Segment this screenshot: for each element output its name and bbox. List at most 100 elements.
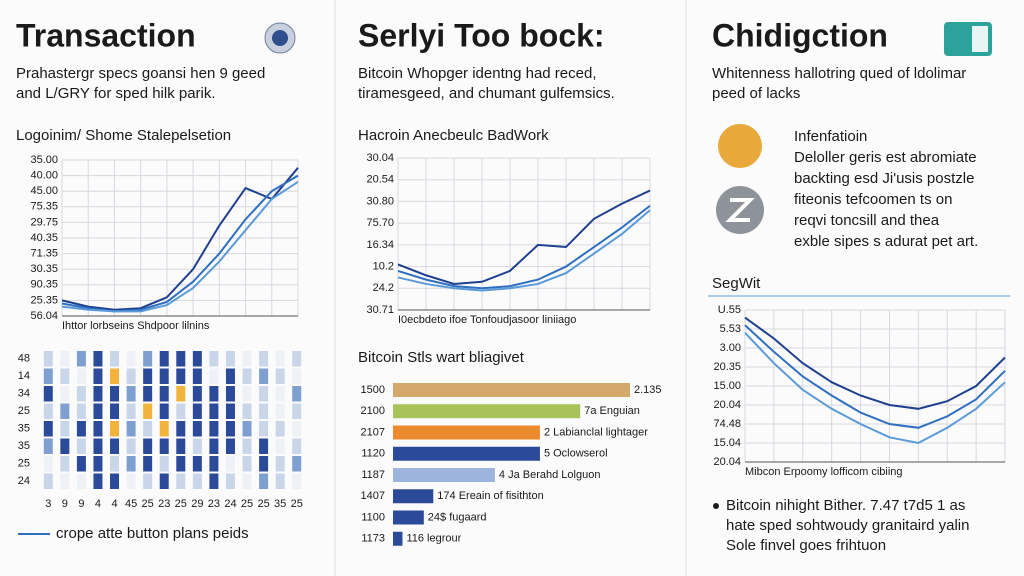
bar-label: 2.135 [634,384,662,396]
cell [176,351,186,367]
cell [275,368,285,384]
cell [292,368,302,384]
cell [126,403,136,419]
cell [259,438,269,454]
cell [143,351,153,367]
cell [176,438,186,454]
cell [275,473,285,489]
line-series [397,204,651,290]
cell [192,351,202,367]
line-series [61,167,299,311]
info-text: backting esd Ji'usis postzle [794,170,974,187]
y-tick-label: 20.54 [366,174,394,186]
column-label: 9 [78,498,84,510]
bar [393,404,581,419]
cell [209,438,219,454]
panel-text: and L/GRY for sped hilk parik. [16,85,216,102]
column-label: 25 [142,498,154,510]
x-axis-label: I0ecbdeto ifoe Tonfoudjasoor liniiago [398,314,576,326]
panel-text: Whitenness hallotring qued of ldolimar [712,65,966,82]
cell [60,403,70,419]
cell [93,351,103,367]
cell [126,386,136,402]
y-tick-label: 1407 [361,490,385,502]
y-tick-label: 40.35 [30,232,58,244]
info-title: Infenfatioin [794,128,867,145]
x-axis-label: Ihttor lorbseins Shdpoor lilnins [62,320,210,332]
row-label: 25 [18,405,30,417]
panel-text: Prahastergr specs goansi hen 9 geed [16,65,265,82]
cell [176,403,186,419]
cell [209,403,219,419]
cell [76,473,86,489]
cell [259,403,269,419]
cell [76,368,86,384]
y-tick-label: 16.34 [366,239,394,251]
bar-label: 7a Enguian [584,405,640,417]
info-text: Deloller geris est abromiate [794,149,977,166]
column-label: 9 [62,498,68,510]
cell [242,386,252,402]
cell [43,403,53,419]
y-tick-label: 1500 [361,384,385,396]
bar [393,489,434,504]
cell [242,421,252,437]
bar [393,468,495,482]
y-tick-label: 25.35 [30,294,58,306]
cell [225,403,235,419]
cell [159,403,169,419]
info-text: reqvi toncsill and thea [794,212,940,229]
column-label: 25 [257,498,269,510]
cell [110,403,120,419]
x-axis-label: Mibcon Erpoomy lofficom cibiing [745,466,903,478]
cell [176,421,186,437]
y-tick-label: U.55 [718,304,741,316]
bar-label: 116 legrour [406,533,461,545]
bar-label: 4 Ja Berahd Lolguon [499,469,601,481]
cell [110,386,120,402]
column-label: 29 [191,498,203,510]
bar [393,510,424,525]
column-label: 23 [158,498,170,510]
cell [259,456,269,472]
cell [159,368,169,384]
cell [192,403,202,419]
row-label: 48 [18,353,30,365]
chart-title: Logoinim/ Shome Stalepelsetion [16,127,231,144]
y-tick-label: 2107 [361,426,385,438]
column-label: 25 [291,498,303,510]
cell [192,456,202,472]
cell [60,438,70,454]
cell [176,368,186,384]
panel-title: Transaction [16,17,196,53]
info-text: exble sipes s adurat pet art. [794,233,978,250]
y-tick-label: 20.04 [713,399,741,411]
y-tick-label: 1120 [361,448,385,460]
y-tick-label: 71.35 [30,248,58,260]
cell [259,351,269,367]
cell [110,368,120,384]
info-text: fiteonis tefcoomen ts on [794,191,952,208]
row-label: 35 [18,440,30,452]
y-tick-label: 15.04 [713,437,741,449]
column-label: 25 [175,498,187,510]
cell [110,351,120,367]
cell [242,403,252,419]
cell [225,456,235,472]
cell [126,351,136,367]
cell [209,351,219,367]
chart-title: Hacroin Anecbeulc BadWork [358,127,549,144]
cell [209,368,219,384]
cell [259,386,269,402]
bar-label: 24$ fugaard [428,511,487,523]
cell [43,351,53,367]
y-tick-label: 40.00 [30,170,58,182]
row-label: 34 [18,388,30,400]
bar [393,446,540,461]
bar [393,425,540,440]
cell [60,368,70,384]
cell [259,473,269,489]
icon [718,124,762,168]
line-series [397,209,651,292]
